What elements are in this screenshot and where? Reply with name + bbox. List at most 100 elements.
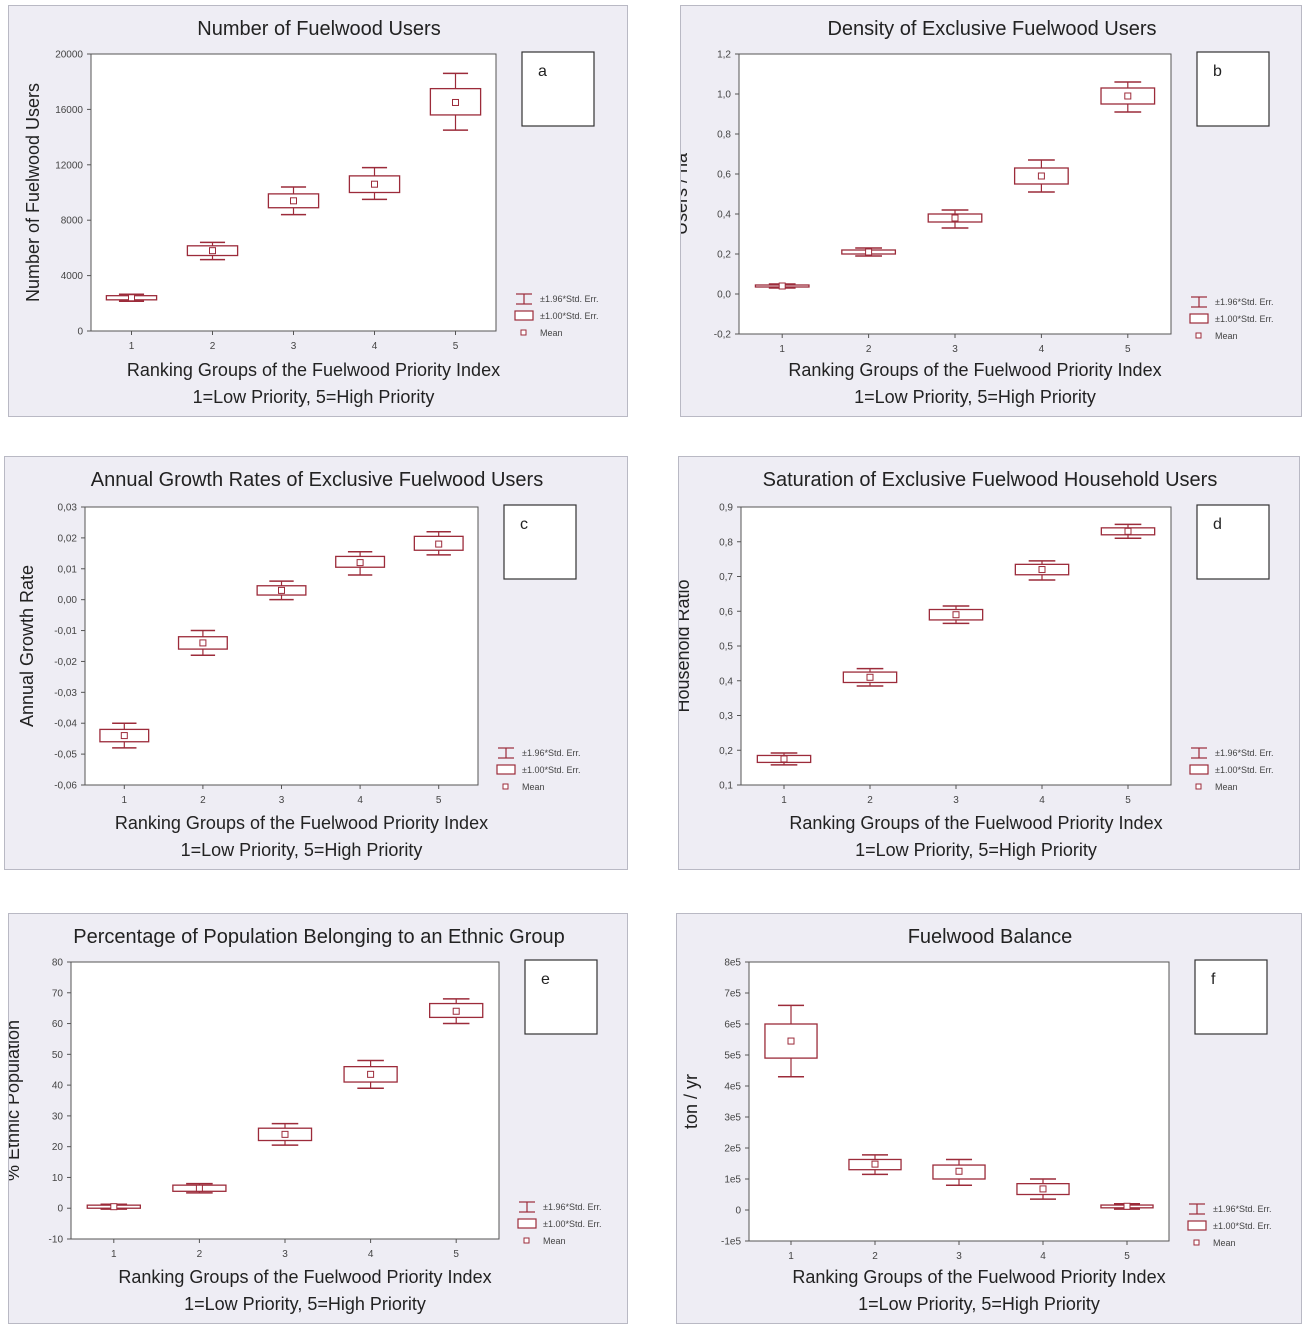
y-tick-label: -0,06: [54, 781, 77, 792]
x-axis-label: Ranking Groups of the Fuelwood Priority …: [789, 813, 1162, 833]
y-axis-label: Annual Growth Rate: [17, 565, 37, 727]
x-axis-sublabel: 1=Low Priority, 5=High Priority: [181, 840, 423, 860]
y-tick-label: 0,2: [717, 250, 731, 261]
y-tick-label: 60: [52, 1019, 64, 1030]
x-tick-label: 4: [372, 341, 378, 352]
chart-panel-b: Density of Exclusive Fuelwood Users -0,2 0…: [680, 5, 1302, 417]
group-5-box: [413, 530, 464, 556]
x-tick-label: 1: [122, 795, 128, 806]
chart-e-svg: Percentage of Population Belonging to an…: [9, 926, 601, 1314]
chart-title: Density of Exclusive Fuelwood Users: [827, 18, 1156, 40]
y-tick-label: 50: [52, 1050, 64, 1061]
legend-box-icon: [496, 764, 516, 775]
group-1-box: [756, 752, 812, 766]
y-tick-label: 0,4: [717, 210, 731, 221]
y-tick-label: 0,01: [58, 564, 78, 575]
legend-box-icon: [1189, 313, 1209, 324]
y-tick-label: 2e5: [724, 1144, 741, 1155]
y-tick-label: 80: [52, 958, 64, 969]
group-4-box: [1016, 1178, 1070, 1200]
group-1-box: [99, 722, 150, 749]
panel-tag-box: [524, 959, 598, 1035]
x-tick-label: 3: [279, 795, 285, 806]
y-axis-label: ton / yr: [681, 1074, 701, 1129]
y-tick-label: 0,1: [719, 781, 733, 792]
mean-marker: [199, 639, 207, 647]
group-1-box: [754, 282, 810, 290]
y-tick-label: -0,01: [54, 626, 77, 637]
x-tick-label: 2: [210, 341, 216, 352]
x-axis-sublabel: 1=Low Priority, 5=High Priority: [193, 387, 435, 407]
y-tick-label: -0,04: [54, 719, 77, 730]
chart-a-svg: Number of Fuelwood Users 0 4000 8000 12000 16…: [23, 18, 598, 407]
y-axis-label: Users / ha: [681, 152, 691, 235]
mean-marker: [780, 755, 788, 763]
panel-tag: d: [1213, 516, 1222, 533]
x-axis-sublabel: 1=Low Priority, 5=High Priority: [855, 840, 1097, 860]
plot-area: [740, 506, 1172, 786]
y-tick-label: 10: [52, 1173, 64, 1184]
legend: ±1.96*Std. Err. ±1.00*Std. Err. Mean: [1189, 747, 1273, 792]
chart-title: Fuelwood Balance: [908, 926, 1073, 948]
y-tick-label: 20000: [55, 50, 83, 61]
plot-area: [84, 506, 479, 786]
legend-label: Mean: [1213, 1238, 1236, 1248]
y-tick-label: 4000: [61, 271, 84, 282]
x-tick-label: 5: [453, 1249, 459, 1260]
y-tick-label: 0,0: [717, 290, 731, 301]
legend-label: Mean: [1215, 331, 1238, 341]
group-5-box: [1100, 81, 1156, 113]
mean-marker: [951, 214, 959, 222]
legend-label: ±1.00*Std. Err.: [1213, 1221, 1271, 1231]
y-tick-label: 30: [52, 1111, 64, 1122]
y-tick-label: -0,02: [54, 657, 77, 668]
group-3-box: [927, 209, 983, 229]
panel-tag-box: [503, 504, 577, 580]
chart-panel-a: Number of Fuelwood Users 0 4000 8000 12000 16…: [8, 5, 628, 417]
group-4-box: [1014, 560, 1070, 581]
panel-tag: c: [520, 516, 528, 533]
legend-label: ±1.00*Std. Err.: [1215, 765, 1273, 775]
y-tick-label: 0,03: [58, 503, 78, 514]
x-tick-label: 4: [357, 795, 363, 806]
chart-c-svg: Annual Growth Rates of Exclusive Fuelwoo…: [17, 469, 580, 860]
chart-panel-c: Annual Growth Rates of Exclusive Fuelwoo…: [4, 456, 628, 870]
y-tick-label: 6e5: [724, 1020, 741, 1031]
group-3-box: [256, 580, 307, 601]
legend: ±1.96*Std. Err. ±1.00*Std. Err. Mean: [496, 747, 580, 792]
x-tick-label: 3: [291, 341, 297, 352]
x-tick-label: 1: [788, 1251, 794, 1262]
y-tick-label: 7e5: [724, 989, 741, 1000]
legend: ±1.96*Std. Err. ±1.00*Std. Err. Mean: [1189, 296, 1273, 341]
group-2-box: [842, 667, 898, 687]
plot-area: [70, 961, 500, 1240]
x-tick-label: 5: [1124, 1251, 1130, 1262]
x-tick-label: 3: [282, 1249, 288, 1260]
mean-marker: [1124, 527, 1132, 535]
x-tick-label: 2: [872, 1251, 878, 1262]
mean-marker: [435, 540, 443, 548]
group-2-box: [186, 241, 239, 261]
group-3-box: [932, 1158, 986, 1186]
legend: ±1.96*Std. Err. ±1.00*Std. Err. Mean: [1187, 1203, 1271, 1248]
mean-marker: [371, 180, 378, 188]
x-tick-label: 4: [1039, 344, 1045, 355]
chart-panel-e: Percentage of Population Belonging to an…: [8, 913, 628, 1324]
y-tick-label: 5e5: [724, 1051, 741, 1062]
y-tick-label: 0,2: [719, 746, 733, 757]
y-tick-label: -0,03: [54, 688, 77, 699]
x-tick-label: 4: [368, 1249, 374, 1260]
legend-label: Mean: [540, 328, 563, 338]
mean-marker: [1123, 1202, 1131, 1210]
x-axis-sublabel: 1=Low Priority, 5=High Priority: [184, 1294, 426, 1314]
x-axis-label: Ranking Groups of the Fuelwood Priority …: [115, 813, 488, 833]
y-tick-label: 0,6: [719, 607, 733, 618]
panel-tag-box: [1194, 959, 1268, 1035]
group-5-box: [1100, 1202, 1154, 1210]
y-tick-label: 0,3: [719, 711, 733, 722]
panel-tag-box: [521, 51, 595, 127]
group-4-box: [335, 551, 386, 576]
x-axis-sublabel: 1=Low Priority, 5=High Priority: [854, 387, 1096, 407]
y-tick-label: 1,2: [717, 50, 731, 61]
x-axis-label: Ranking Groups of the Fuelwood Priority …: [792, 1267, 1165, 1287]
